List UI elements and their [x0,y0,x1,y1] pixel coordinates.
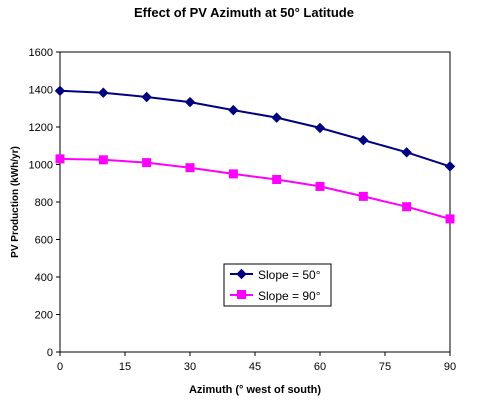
y-tick-label: 1000 [29,160,53,172]
y-tick-label: 0 [47,347,53,359]
data-point-square [185,163,195,173]
x-tick-label: 45 [249,361,261,373]
data-point-diamond [444,161,456,172]
legend-label-series-1: Slope = 50° [258,268,321,282]
y-axis-ticks: 0 200 400 600 800 1000 1200 1400 1600 [29,47,60,359]
series-line-2 [59,157,451,220]
data-point-diamond [314,122,326,134]
legend-label-series-2: Slope = 90° [258,289,321,303]
x-tick-label: 15 [119,361,131,373]
data-point-square [98,155,108,165]
series-layer [54,85,456,224]
data-point-diamond [228,104,239,116]
y-tick-label: 600 [35,235,53,247]
data-point-diamond [184,96,196,108]
data-point-diamond [358,134,369,146]
data-point-square [228,169,238,179]
x-tick-label: 30 [184,361,196,373]
x-axis-label: Azimuth (° west of south) [189,384,321,396]
legend-marker-diamond-icon [236,268,247,280]
data-point-square [402,202,412,212]
y-tick-label: 800 [35,197,53,209]
data-point-diamond [401,147,412,158]
data-point-square [55,154,65,164]
data-point-square [272,175,282,184]
data-point-square [358,191,368,201]
data-point-diamond [271,112,282,123]
legend: Slope = 50° Slope = 90° [223,263,332,307]
x-axis-ticks: 0 15 30 45 60 75 90 [57,352,456,373]
y-tick-label: 400 [35,272,53,284]
y-tick-label: 200 [35,310,53,322]
series-line-1 [59,89,451,168]
y-tick-label: 1400 [29,85,53,97]
x-tick-label: 0 [57,361,63,373]
chart-title: Effect of PV Azimuth at 50° Latitude [134,5,354,20]
x-tick-label: 90 [444,361,456,373]
data-point-square [142,158,152,168]
data-point-square [315,181,325,191]
y-tick-label: 1600 [29,47,53,59]
y-axis-label: PV Production (kWh/yr) [10,146,21,258]
x-tick-label: 60 [314,361,326,373]
data-point-diamond [98,87,109,98]
data-point-diamond [54,85,66,97]
data-point-diamond [141,91,152,103]
plot-area [59,51,451,353]
data-point-square [445,214,455,224]
y-tick-label: 1200 [29,122,53,134]
x-tick-label: 75 [379,361,391,373]
legend-marker-square-icon [237,290,246,299]
